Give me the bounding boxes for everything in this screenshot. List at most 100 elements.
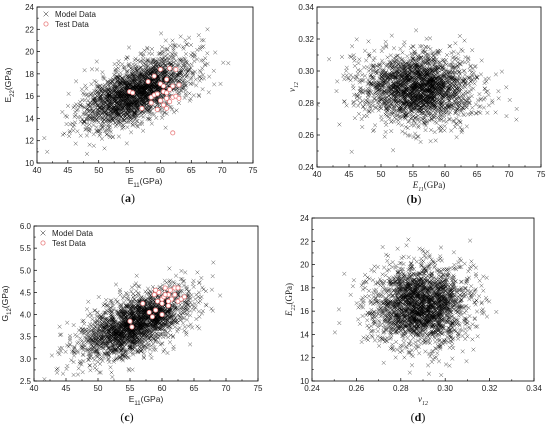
x-tick-label: 55 [409, 170, 418, 179]
panel-d-e22-vs-v12: 0.24 0.26 0.28 0.30 0.32 0.34 10 12 14 16 18 20 22 24… [284, 214, 542, 424]
model-data-points [332, 237, 499, 378]
y-tick-label: 0.34 [298, 3, 314, 12]
y-axis-label: E22(GPa) [284, 283, 297, 317]
test-data-point [173, 66, 179, 72]
test-data-point [140, 300, 146, 306]
x-tick-label: 70 [222, 384, 231, 393]
test-data-point [161, 83, 167, 89]
test-data-point [164, 95, 170, 101]
x-tick-label: 0.28 [393, 384, 409, 393]
legend-model-label: Model Data [55, 10, 96, 19]
y-tick-label: 3.0 [20, 355, 32, 364]
model-data-marks [42, 260, 223, 381]
y-tick-label: 3.5 [20, 333, 32, 342]
panel-a-e22-vs-e11: 40 45 50 55 60 65 70 75 10 12 14 16 18 20 22 24 E11(GPa)… [3, 3, 258, 205]
y-tick-label: 18 [25, 70, 34, 79]
x-tick-label: 65 [190, 384, 199, 393]
y-tick-label: 20 [25, 48, 34, 57]
x-tick-label: 40 [313, 170, 322, 179]
x-tick-label: 40 [33, 166, 42, 175]
y-tick-label: 24 [300, 214, 309, 223]
test-data-point [154, 91, 160, 97]
test-data-point [151, 292, 157, 298]
legend-test-label: Test Data [55, 20, 89, 29]
y-tick-label: 4.0 [20, 311, 32, 320]
y-tick-label: 22 [300, 237, 309, 246]
model-data-points [317, 28, 519, 154]
y-tick-label: 6.0 [20, 222, 32, 231]
x-tick-label: 70 [505, 170, 514, 179]
test-data-point [130, 90, 136, 96]
test-data-point [157, 66, 163, 72]
x-tick-label: 50 [94, 384, 103, 393]
x-tick-label: 60 [158, 384, 167, 393]
y-tick-label: 10 [300, 377, 309, 386]
x-tick-label: 0.26 [349, 384, 365, 393]
test-data-point [167, 99, 173, 105]
y-tick-label: 18 [300, 284, 309, 293]
y-tick-label: 0.32 [298, 35, 314, 44]
y-tick-label: 2.5 [20, 377, 32, 386]
x-tick-label: 0.24 [304, 384, 320, 393]
x-axis-label: v12 [418, 394, 428, 407]
test-data-point [127, 318, 133, 324]
y-tick-label: 10 [25, 159, 34, 168]
test-data-point [148, 100, 154, 106]
x-tick-label: 60 [441, 170, 450, 179]
panel-c-g12-vs-e11: 40 45 50 55 60 65 70 75 2.5 3.0 3.5 4.0 4.5 5.0 5.5 6.0… [0, 222, 263, 424]
test-data-point [176, 82, 182, 88]
x-axis-label: E11(GPa) [129, 394, 164, 407]
test-data-point [149, 314, 155, 320]
x-tick-label: 75 [254, 384, 263, 393]
test-data-point [129, 324, 135, 330]
legend-test-marker [43, 21, 49, 27]
y-tick-label: 16 [300, 307, 309, 316]
y-tick-label: 16 [25, 92, 34, 101]
panel-caption: (d) [411, 410, 426, 424]
y-tick-label: 20 [300, 261, 309, 270]
legend-test-marker [40, 240, 46, 246]
model-data-points [42, 260, 223, 381]
test-data-point [139, 105, 145, 111]
x-tick-label: 0.32 [482, 384, 498, 393]
y-tick-label: 0.30 [298, 67, 314, 76]
panel-b-v12-vs-e11: 40 45 50 55 60 65 70 75 0.24 0.26 0.28 0.30 0.32 0.34… [287, 3, 546, 206]
x-tick-label: 0.30 [437, 384, 453, 393]
test-data-points [127, 285, 187, 330]
test-data-point [176, 95, 182, 101]
x-tick-label: 75 [537, 170, 546, 179]
legend-model-marker [43, 11, 49, 17]
legend-model-label: Model Data [52, 229, 93, 238]
model-data-marks [332, 237, 499, 378]
test-data-point [157, 98, 163, 104]
test-data-point [165, 303, 171, 309]
y-tick-label: 0.24 [298, 163, 314, 172]
panel-caption: (b) [407, 192, 422, 206]
y-axis-label: v12 [287, 82, 300, 92]
x-axis-label: E11(GPa) [128, 176, 163, 189]
test-data-point [154, 107, 160, 113]
test-data-point [170, 130, 176, 136]
test-data-point [175, 285, 181, 291]
x-tick-label: 40 [30, 384, 39, 393]
x-tick-label: 45 [62, 384, 71, 393]
test-data-point [167, 86, 173, 92]
test-data-point [164, 90, 170, 96]
test-data-point [151, 73, 157, 79]
x-tick-label: 55 [125, 166, 134, 175]
x-tick-label: 65 [473, 170, 482, 179]
legend-model-marker [40, 230, 46, 236]
test-data-point [162, 292, 168, 298]
x-tick-label: 50 [377, 170, 386, 179]
y-tick-label: 12 [25, 137, 34, 146]
x-tick-label: 0.34 [526, 384, 542, 393]
test-data-point [146, 309, 152, 315]
model-data-marks [317, 28, 519, 154]
test-data-point [155, 298, 161, 304]
test-data-point [145, 79, 151, 85]
x-tick-label: 60 [156, 166, 165, 175]
y-tick-label: 12 [300, 354, 309, 363]
x-tick-label: 65 [187, 166, 196, 175]
y-tick-label: 0.26 [298, 131, 314, 140]
